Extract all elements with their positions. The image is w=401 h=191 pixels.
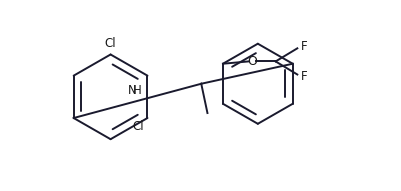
Text: Cl: Cl xyxy=(105,37,116,50)
Text: Cl: Cl xyxy=(133,120,144,133)
Text: F: F xyxy=(300,40,307,53)
Text: F: F xyxy=(300,70,307,83)
Text: N: N xyxy=(128,84,136,97)
Text: H: H xyxy=(133,84,142,97)
Text: O: O xyxy=(247,55,257,68)
